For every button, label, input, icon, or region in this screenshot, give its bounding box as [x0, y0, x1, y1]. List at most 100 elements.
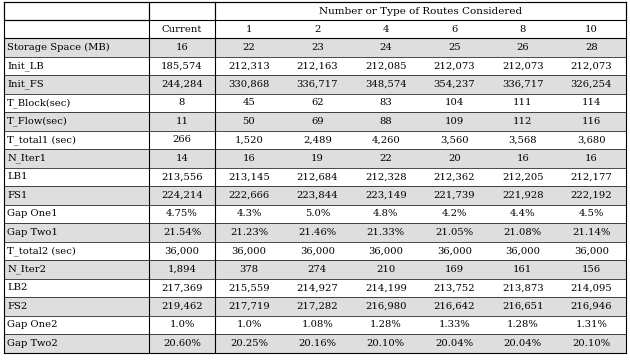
- Text: 274: 274: [308, 265, 327, 274]
- Bar: [4, 334, 626, 353]
- Text: Init_FS: Init_FS: [7, 79, 43, 89]
- Text: 6: 6: [451, 25, 457, 34]
- Text: 62: 62: [311, 98, 324, 107]
- Text: 212,073: 212,073: [571, 61, 612, 70]
- Text: 221,928: 221,928: [502, 191, 544, 200]
- Text: Gap One2: Gap One2: [7, 320, 57, 329]
- Text: 36,000: 36,000: [231, 246, 266, 255]
- Bar: [4, 38, 626, 56]
- Text: 104: 104: [445, 98, 464, 107]
- Text: LB2: LB2: [7, 283, 27, 292]
- Text: 161: 161: [513, 265, 532, 274]
- Text: 213,145: 213,145: [228, 172, 270, 181]
- Text: 212,163: 212,163: [297, 61, 338, 70]
- Text: 36,000: 36,000: [164, 246, 200, 255]
- Text: 212,177: 212,177: [571, 172, 612, 181]
- Text: 5.0%: 5.0%: [305, 209, 330, 218]
- Text: T_Flow(sec): T_Flow(sec): [7, 116, 68, 126]
- Text: Gap One1: Gap One1: [7, 209, 57, 218]
- Text: 223,149: 223,149: [365, 191, 407, 200]
- Text: 16: 16: [517, 154, 529, 163]
- Text: Init_LB: Init_LB: [7, 61, 43, 71]
- Text: 21.46%: 21.46%: [299, 228, 336, 237]
- Text: 83: 83: [379, 98, 392, 107]
- Text: 223,844: 223,844: [297, 191, 338, 200]
- Bar: [4, 75, 626, 93]
- Text: Gap Two1: Gap Two1: [7, 228, 58, 237]
- Text: 21.08%: 21.08%: [503, 228, 542, 237]
- Text: 3,680: 3,680: [577, 135, 606, 144]
- Text: 4.75%: 4.75%: [166, 209, 198, 218]
- Text: Current: Current: [162, 25, 202, 34]
- Text: 1,894: 1,894: [168, 265, 197, 274]
- Text: 36,000: 36,000: [574, 246, 609, 255]
- Text: 16: 16: [176, 43, 188, 52]
- Bar: [4, 223, 626, 241]
- Text: 213,556: 213,556: [161, 172, 203, 181]
- Bar: [4, 112, 626, 130]
- Text: 1: 1: [246, 25, 252, 34]
- Text: 336,717: 336,717: [502, 80, 544, 89]
- Text: 3,560: 3,560: [440, 135, 469, 144]
- Text: 20.25%: 20.25%: [230, 339, 268, 348]
- Text: 4: 4: [382, 25, 389, 34]
- Text: 21.14%: 21.14%: [572, 228, 610, 237]
- Text: FS1: FS1: [7, 191, 27, 200]
- Text: 221,739: 221,739: [433, 191, 475, 200]
- Text: 216,980: 216,980: [365, 302, 406, 311]
- Text: Gap Two2: Gap Two2: [7, 339, 58, 348]
- Text: 214,199: 214,199: [365, 283, 407, 292]
- Text: 28: 28: [585, 43, 598, 52]
- Text: 212,073: 212,073: [433, 61, 475, 70]
- Text: 36,000: 36,000: [505, 246, 540, 255]
- Text: 212,085: 212,085: [365, 61, 406, 70]
- Text: 21.05%: 21.05%: [435, 228, 473, 237]
- Text: 1.33%: 1.33%: [438, 320, 470, 329]
- Text: 1.28%: 1.28%: [507, 320, 539, 329]
- Text: 336,717: 336,717: [297, 80, 338, 89]
- Text: 2,489: 2,489: [303, 135, 332, 144]
- Text: 16: 16: [243, 154, 255, 163]
- Text: 244,284: 244,284: [161, 80, 203, 89]
- Text: N_Iter1: N_Iter1: [7, 153, 46, 163]
- Text: 4.5%: 4.5%: [579, 209, 604, 218]
- Text: 23: 23: [311, 43, 324, 52]
- Text: 22: 22: [379, 154, 392, 163]
- Text: Number or Type of Routes Considered: Number or Type of Routes Considered: [319, 7, 522, 16]
- Text: 217,369: 217,369: [161, 283, 203, 292]
- Text: T_total2 (sec): T_total2 (sec): [7, 246, 76, 256]
- Text: 4,260: 4,260: [372, 135, 400, 144]
- Text: 16: 16: [585, 154, 598, 163]
- Text: 212,073: 212,073: [502, 61, 544, 70]
- Bar: [4, 186, 626, 205]
- Text: 19: 19: [311, 154, 324, 163]
- Text: 50: 50: [243, 117, 255, 126]
- Text: Storage Space (MB): Storage Space (MB): [7, 43, 110, 52]
- Text: 21.23%: 21.23%: [230, 228, 268, 237]
- Text: 348,574: 348,574: [365, 80, 407, 89]
- Text: 215,559: 215,559: [228, 283, 270, 292]
- Text: 109: 109: [445, 117, 464, 126]
- Text: 1.0%: 1.0%: [236, 320, 261, 329]
- Text: 216,651: 216,651: [502, 302, 544, 311]
- Text: 3,568: 3,568: [508, 135, 537, 144]
- Text: 213,752: 213,752: [433, 283, 475, 292]
- Text: 20.04%: 20.04%: [503, 339, 542, 348]
- Text: 266: 266: [173, 135, 192, 144]
- Text: 156: 156: [582, 265, 601, 274]
- Text: 185,574: 185,574: [161, 61, 203, 70]
- Text: 24: 24: [379, 43, 392, 52]
- Text: T_total1 (sec): T_total1 (sec): [7, 135, 76, 145]
- Text: 20.10%: 20.10%: [367, 339, 405, 348]
- Text: LB1: LB1: [7, 172, 28, 181]
- Text: 212,328: 212,328: [365, 172, 406, 181]
- Text: 213,873: 213,873: [502, 283, 544, 292]
- Text: 36,000: 36,000: [369, 246, 403, 255]
- Text: 22: 22: [243, 43, 255, 52]
- Text: 20.60%: 20.60%: [163, 339, 201, 348]
- Text: 222,192: 222,192: [571, 191, 612, 200]
- Text: 217,719: 217,719: [228, 302, 270, 311]
- Text: 1.31%: 1.31%: [576, 320, 607, 329]
- Text: 354,237: 354,237: [433, 80, 475, 89]
- Text: 112: 112: [513, 117, 532, 126]
